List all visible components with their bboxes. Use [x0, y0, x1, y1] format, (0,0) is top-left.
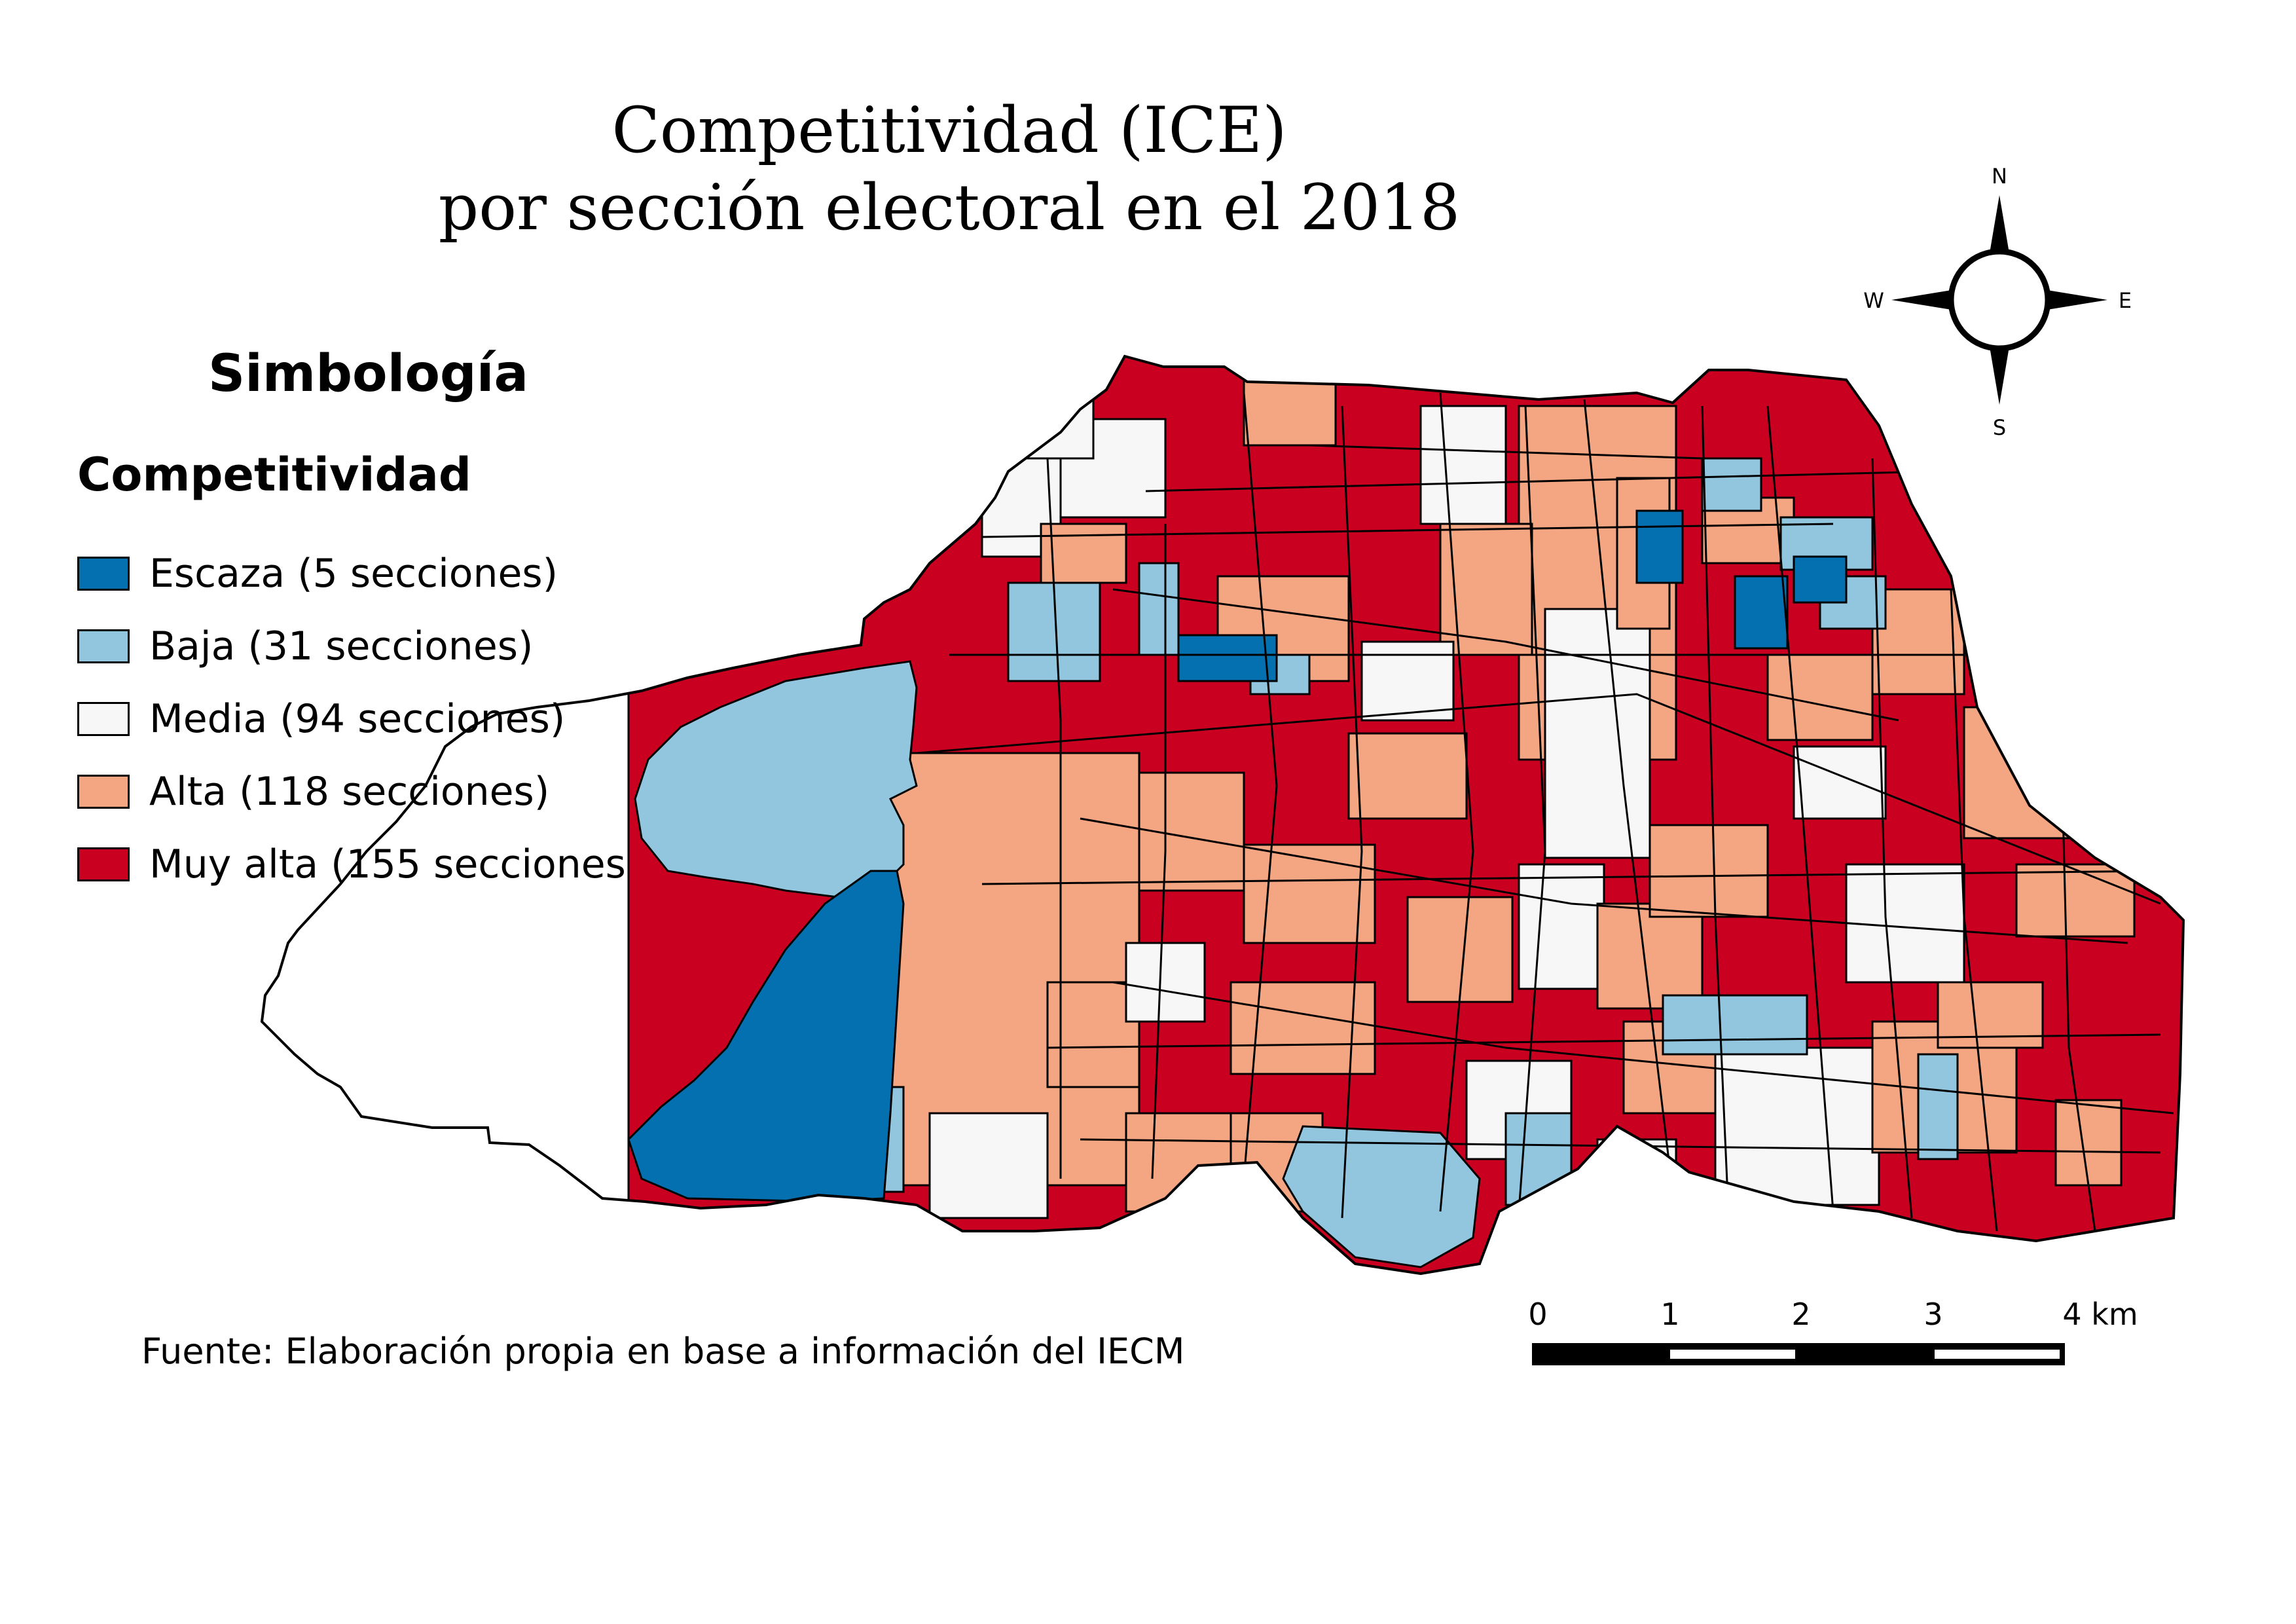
section-alta-east-5 [2015, 863, 2136, 938]
section-alta-central-2 [1439, 523, 1533, 656]
section-alta-nw-1 [1040, 523, 1127, 584]
section-baja-south-2 [1282, 1125, 1481, 1268]
legend-label-alta: Alta (118 secciones) [149, 768, 550, 815]
section-baja-nw-2 [1138, 562, 1180, 656]
compass-label-n: N [1992, 164, 2007, 189]
section-escaza-north-1 [1635, 509, 1684, 584]
legend: Escaza (5 secciones) Baja (31 secciones)… [77, 537, 641, 900]
section-alta-north [1243, 365, 1337, 447]
legend-label-baja: Baja (31 secciones) [149, 623, 534, 669]
legend-heading: Simbología [208, 344, 529, 403]
scale-label-4km: 4 km [2062, 1297, 2138, 1332]
section-alta-sw-4 [1125, 1112, 1232, 1213]
legend-item-media: Media (94 secciones) [77, 682, 641, 755]
legend-label-muy-alta: Muy alta (155 secciones) [149, 841, 642, 887]
section-alta-east-2 [1871, 588, 1965, 695]
legend-swatch-media [77, 701, 130, 736]
legend-item-muy-alta: Muy alta (155 secciones) [77, 828, 641, 900]
map-title-line-1: Competitividad (ICE) [611, 94, 1287, 167]
scale-bar: 0 1 2 3 4 km [1528, 1297, 2138, 1365]
section-escaza-north-2 [1734, 575, 1789, 650]
legend-swatch-escaza [77, 556, 130, 591]
section-alta-center-6 [1596, 902, 1704, 1010]
legend-item-baja: Baja (31 secciones) [77, 610, 641, 682]
section-media-sw-2 [1125, 942, 1206, 1023]
choropleth-map [260, 354, 2185, 1276]
compass-label-w: W [1863, 288, 1884, 313]
section-escaza-southwest [627, 870, 905, 1203]
section-media-nw-1 [1000, 378, 1095, 460]
legend-swatch-baja [77, 629, 130, 663]
section-escaza-nw [1177, 634, 1278, 682]
section-media-center-3 [1518, 863, 1605, 990]
compass-label-e: E [2119, 288, 2132, 313]
source-note: Fuente: Elaboración propia en base a inf… [141, 1331, 1185, 1372]
section-alta-sw-3 [1046, 981, 1140, 1088]
scale-bar-segment-4 [1935, 1350, 2060, 1359]
map-title: Competitividad (ICE) por sección elector… [0, 92, 1899, 246]
scale-label-1: 1 [1660, 1297, 1679, 1332]
scale-label-0: 0 [1528, 1297, 1547, 1332]
section-alta-east-3 [1963, 706, 2070, 840]
scale-label-3: 3 [1923, 1297, 1942, 1332]
section-media-east-2 [1845, 863, 1965, 984]
section-media-sw-1 [928, 1112, 1049, 1219]
section-baja-south-1 [1917, 1053, 1959, 1160]
legend-swatch-alta [77, 774, 130, 809]
section-baja-north-1 [1701, 457, 1762, 512]
section-media-south-2 [1596, 1138, 1677, 1219]
north-arrow: N S W E [1863, 164, 2132, 440]
section-media-north-3 [1419, 405, 1507, 525]
section-media-central [1544, 608, 1651, 859]
section-borders [916, 392, 2174, 1232]
legend-swatch-muy-alta [77, 847, 130, 881]
section-media-central-2 [1360, 640, 1455, 722]
scale-label-2: 2 [1791, 1297, 1810, 1332]
section-baja-center-1 [1662, 994, 1808, 1056]
legend-subheading: Competitividad [77, 448, 471, 502]
legend-label-media: Media (94 secciones) [149, 695, 566, 742]
section-alta-center-4 [1347, 732, 1468, 820]
compass-label-s: S [1993, 415, 2006, 440]
legend-item-escaza: Escaza (5 secciones) [77, 537, 641, 610]
section-alta-sw-2 [1243, 843, 1376, 944]
district-outline [260, 354, 2185, 1276]
section-alta-se-4 [2054, 1099, 2123, 1187]
section-escaza-north-3 [1793, 555, 1848, 604]
map-title-line-2: por sección electoral en el 2018 [438, 171, 1461, 244]
compass-ring-icon [1948, 248, 2051, 352]
legend-item-alta: Alta (118 secciones) [77, 755, 641, 828]
section-alta-east-4 [1649, 824, 1769, 918]
section-alta-center-5 [1406, 896, 1514, 1003]
section-media-east-1 [1793, 745, 1887, 820]
scale-bar-segment-2 [1670, 1350, 1795, 1359]
legend-label-escaza: Escaza (5 secciones) [149, 550, 558, 597]
